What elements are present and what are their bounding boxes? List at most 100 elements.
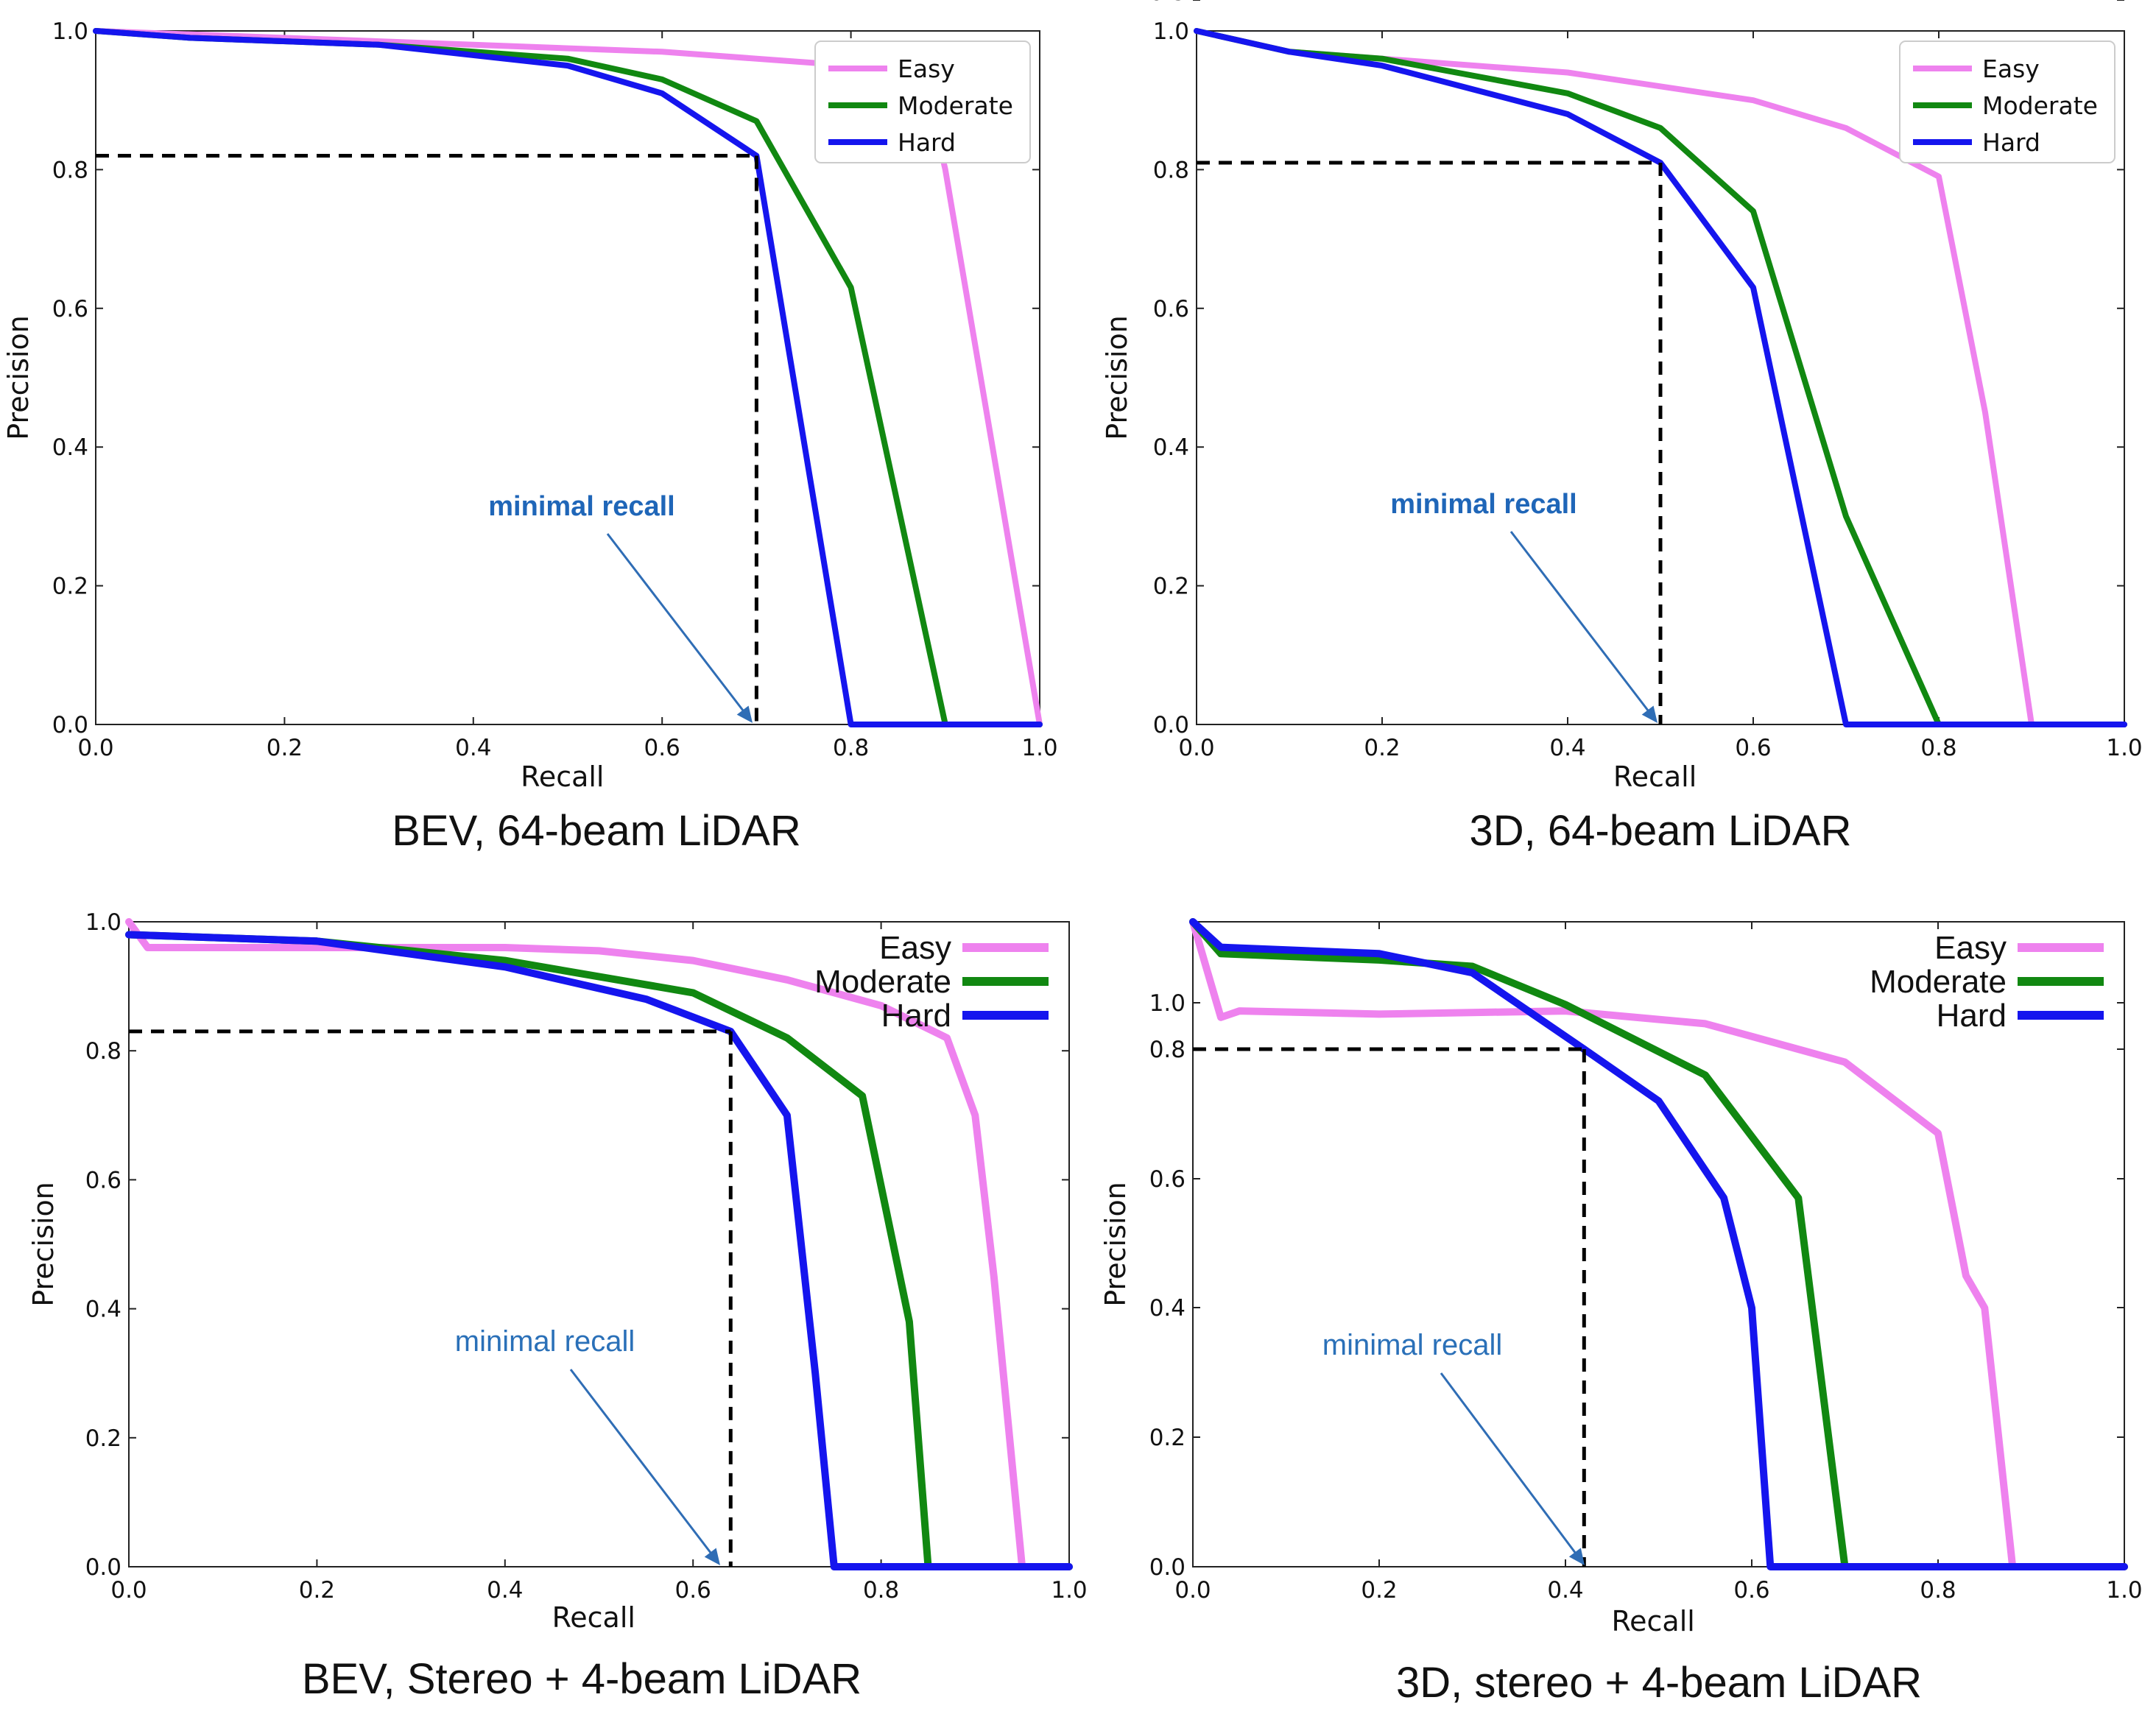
x-tick-label: 0.6: [644, 735, 680, 761]
x-tick-label: 0.6: [1733, 1577, 1769, 1604]
annotation-text: minimal recall: [455, 1325, 635, 1358]
chart-caption: BEV, Stereo + 4-beam LiDAR: [302, 1655, 862, 1703]
series-line-easy: [125, 918, 1073, 1570]
x-tick-label: 0.2: [1364, 735, 1400, 761]
chart-caption: 3D, stereo + 4-beam LiDAR: [1396, 1659, 1922, 1707]
legend-label-moderate: Moderate: [814, 964, 951, 1000]
x-tick-label: 0.4: [455, 735, 491, 761]
y-tick-label: 0.8: [85, 1038, 121, 1065]
x-tick-label: 0.8: [833, 735, 869, 761]
x-tick-label: 0.8: [863, 1577, 899, 1604]
x-tick-label: 0.0: [1174, 1577, 1211, 1604]
y-tick-label: 0.4: [52, 434, 88, 461]
x-tick-label: 0.2: [299, 1577, 335, 1604]
legend-label-moderate: Moderate: [1982, 91, 2098, 120]
chart-caption: 3D, 64-beam LiDAR: [1470, 807, 1852, 855]
y-tick-label: 0.0: [1153, 712, 1189, 738]
series-line-hard: [1194, 28, 2127, 727]
x-axis-label: Recall: [1613, 761, 1697, 793]
x-axis-label: Recall: [521, 761, 604, 793]
annotation-arrow-shaft: [606, 533, 750, 718]
x-tick-label: 0.2: [267, 735, 303, 761]
chart-panel-3: 0.0 0.2 0.4 0.6 0.8 1.0 0.0 0.2 0.4 0.6 0.8 1.0 Reca…: [27, 909, 1088, 1703]
x-tick-label: 0.4: [487, 1577, 523, 1604]
series-line-hard: [125, 931, 1073, 1570]
y-tick-label: 0.8: [52, 157, 88, 183]
annotation-text: minimal recall: [1322, 1329, 1503, 1361]
y-tick-label: 0.2: [52, 574, 88, 600]
y-tick-label: 0.6: [1149, 1166, 1186, 1193]
series-line-easy: [1189, 918, 2128, 1570]
chart-panel-4: 0.0 0.2 0.4 0.6 0.8 1.0 0.0 0.2 0.4 0.6 0.8 1.0 0.8 R…: [1099, 0, 2143, 1707]
y-tick-label: 0.4: [1153, 434, 1189, 461]
plot-frame: [95, 30, 1040, 725]
legend-label-easy: Easy: [879, 930, 951, 966]
chart-panel-2: 0.0 0.2 0.4 0.6 0.8 1.0 0.0 0.2 0.4 0.6 0.8 1.0 Reca…: [1101, 18, 2143, 855]
x-tick-label: 1.0: [2106, 1577, 2142, 1604]
legend-label-easy: Easy: [1982, 54, 2040, 83]
x-tick-label: 0.8: [1920, 735, 1956, 761]
y-tick-label: 0.4: [1149, 1295, 1186, 1322]
annotation-arrow-head: [1641, 705, 1657, 723]
y-tick-label: 0.2: [85, 1425, 121, 1452]
x-tick-label: 0.0: [1178, 735, 1214, 761]
annotation-text: minimal recall: [488, 491, 674, 522]
legend-label-moderate: Moderate: [1870, 964, 2007, 1000]
series-line-moderate: [1189, 918, 2128, 1570]
y-tick-label: 0.6: [1153, 296, 1189, 322]
y-tick-label: 0.8: [1149, 1037, 1186, 1063]
x-tick-label: 1.0: [1021, 735, 1057, 761]
x-tick-label: 0.4: [1549, 735, 1585, 761]
legend-label-hard: Hard: [881, 998, 951, 1034]
annotation-arrow-shaft: [1509, 531, 1655, 718]
legend-box: [814, 40, 1031, 163]
annotation-arrow-head: [736, 705, 753, 723]
y-tick-label: 1.0: [52, 18, 88, 45]
y-tick-label: 1.0: [1153, 18, 1189, 45]
y-axis-label: Precision: [1101, 315, 1133, 440]
chart-panel-1: 0.0 0.2 0.4 0.6 0.8 1.0 0.0 0.2 0.4 0.6 0.8 1.0 Reca…: [2, 18, 1058, 855]
y-tick-label: 0.6: [52, 296, 88, 322]
plot-frame: [1192, 921, 2125, 1567]
x-tick-label: 1.0: [2106, 735, 2142, 761]
annotation-arrow-shaft: [569, 1369, 717, 1560]
x-tick-label: 1.0: [1051, 1577, 1087, 1604]
x-tick-label: 0.6: [675, 1577, 711, 1604]
legend-label-hard: Hard: [898, 128, 956, 157]
y-tick-label: 1.0: [1149, 990, 1186, 1017]
y-tick-label: 0.2: [1149, 1425, 1186, 1451]
chart-caption: BEV, 64-beam LiDAR: [392, 807, 801, 855]
x-tick-label: 0.8: [1920, 1577, 1956, 1604]
x-tick-label: 0.0: [110, 1577, 147, 1604]
x-tick-label: 0.0: [77, 735, 113, 761]
y-tick-label: 0.8: [1149, 0, 1186, 6]
legend-box: [1899, 40, 2116, 163]
series-line-hard: [93, 28, 1043, 727]
legend-label-moderate: Moderate: [898, 91, 1013, 120]
y-tick-label: 0.8: [1153, 157, 1189, 183]
y-axis-label: Precision: [2, 315, 35, 440]
annotation-arrow-head: [704, 1548, 720, 1565]
x-axis-label: Recall: [552, 1601, 635, 1634]
x-tick-label: 0.6: [1735, 735, 1771, 761]
legend-label-hard: Hard: [1982, 128, 2040, 157]
legend-label-hard: Hard: [1937, 998, 2007, 1034]
annotation-text: minimal recall: [1390, 489, 1577, 520]
annotation-arrow-head: [1568, 1548, 1585, 1565]
legend-label-easy: Easy: [898, 54, 955, 83]
legend-label-easy: Easy: [1934, 930, 2007, 966]
x-axis-label: Recall: [1611, 1605, 1694, 1637]
y-tick-label: 0.2: [1153, 574, 1189, 600]
series-line-hard: [1189, 918, 2128, 1570]
x-tick-label: 0.2: [1361, 1577, 1397, 1604]
y-tick-label: 0.6: [85, 1167, 121, 1193]
y-tick-label: 0.4: [85, 1297, 121, 1323]
y-axis-label: Precision: [1099, 1182, 1132, 1307]
y-tick-label: 0.0: [85, 1554, 121, 1581]
y-tick-label: 0.0: [52, 712, 88, 738]
y-axis-label: Precision: [27, 1182, 60, 1307]
y-tick-label: 0.0: [1149, 1554, 1186, 1581]
plot-frame: [128, 921, 1070, 1567]
annotation-arrow-shaft: [1440, 1372, 1582, 1560]
